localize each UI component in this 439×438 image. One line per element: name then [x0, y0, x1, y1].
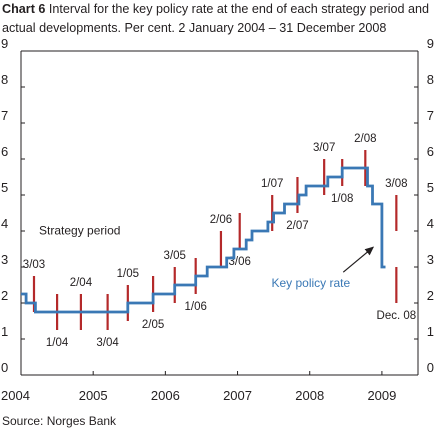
interval-label: 3/07: [313, 142, 335, 154]
x-tick-label: 2009: [367, 388, 396, 403]
y-tick-label-right: 6: [427, 144, 434, 159]
x-axis: 2004 2005 2006 2007 2008 2009: [1, 371, 396, 403]
annotation-label: Strategy period: [39, 224, 120, 238]
y-tick-label-right: 9: [427, 36, 434, 51]
interval-label: 2/05: [142, 319, 164, 331]
interval-label: 2/07: [286, 220, 308, 232]
y-tick-label-left: 2: [1, 288, 8, 303]
y-tick-label-right: 7: [427, 108, 434, 123]
plot-frame: [20, 50, 419, 376]
y-tick-label-left: 8: [1, 72, 8, 87]
annotation-arrow: [342, 246, 375, 273]
policy-rate-series: [21, 166, 386, 314]
y-tick-label-right: 0: [427, 360, 434, 375]
interval-label: 1/07: [261, 178, 283, 190]
chart-title-text: Interval for the key policy rate at the …: [2, 2, 430, 35]
interval-label: Dec. 08: [377, 310, 417, 322]
y-tick-label-right: 4: [427, 216, 434, 231]
y-tick-label-left: 1: [1, 324, 8, 339]
interval-label: 1/05: [117, 268, 139, 280]
x-tick-label: 2008: [295, 388, 324, 403]
y-tick-label-left: 0: [1, 360, 8, 375]
series-line: [21, 166, 386, 314]
y-tick-label-left: 6: [1, 144, 8, 159]
interval-label: 3/08: [385, 178, 407, 190]
y-tick-label-right: 2: [427, 288, 434, 303]
x-tick-label: 2006: [151, 388, 180, 403]
y-tick-label-left: 9: [1, 36, 8, 51]
chart-title: Chart 6 Interval for the key policy rate…: [2, 0, 438, 38]
y-tick-label-left: 5: [1, 180, 8, 195]
chart-number: Chart 6: [2, 2, 46, 16]
interval-label: 1/04: [46, 337, 69, 349]
annotation-label: Key policy rate: [271, 276, 350, 290]
x-tick-label: 2007: [223, 388, 252, 403]
annotations: Strategy period Key policy rate: [39, 224, 375, 290]
y-tick-label-left: 7: [1, 108, 8, 123]
y-tick-label-left: 3: [1, 252, 8, 267]
y-axis: 0 0 1 1 2 2 3 3 4 4 5 5 6 6 7 7 8 8 9 9: [1, 36, 434, 376]
strategy-intervals: 3/031/042/043/041/052/053/051/062/063/06…: [23, 133, 416, 349]
y-tick-label-right: 1: [427, 324, 434, 339]
x-tick-label: 2004: [1, 388, 30, 403]
interval-label: 3/05: [164, 250, 186, 262]
y-tick-label-left: 4: [1, 216, 8, 231]
x-tick-label: 2005: [79, 388, 108, 403]
interval-label: 2/04: [70, 277, 93, 289]
interval-label: 3/03: [23, 259, 45, 271]
y-tick-label-right: 5: [427, 180, 434, 195]
interval-label: 2/08: [354, 133, 376, 145]
interval-label: 3/04: [96, 337, 119, 349]
y-tick-label-right: 3: [427, 252, 434, 267]
source-note: Source: Norges Bank: [2, 414, 117, 428]
interval-label: 2/06: [210, 214, 232, 226]
interval-label: 1/06: [184, 301, 206, 313]
y-tick-label-right: 8: [427, 72, 434, 87]
interval-label: 1/08: [331, 193, 353, 205]
